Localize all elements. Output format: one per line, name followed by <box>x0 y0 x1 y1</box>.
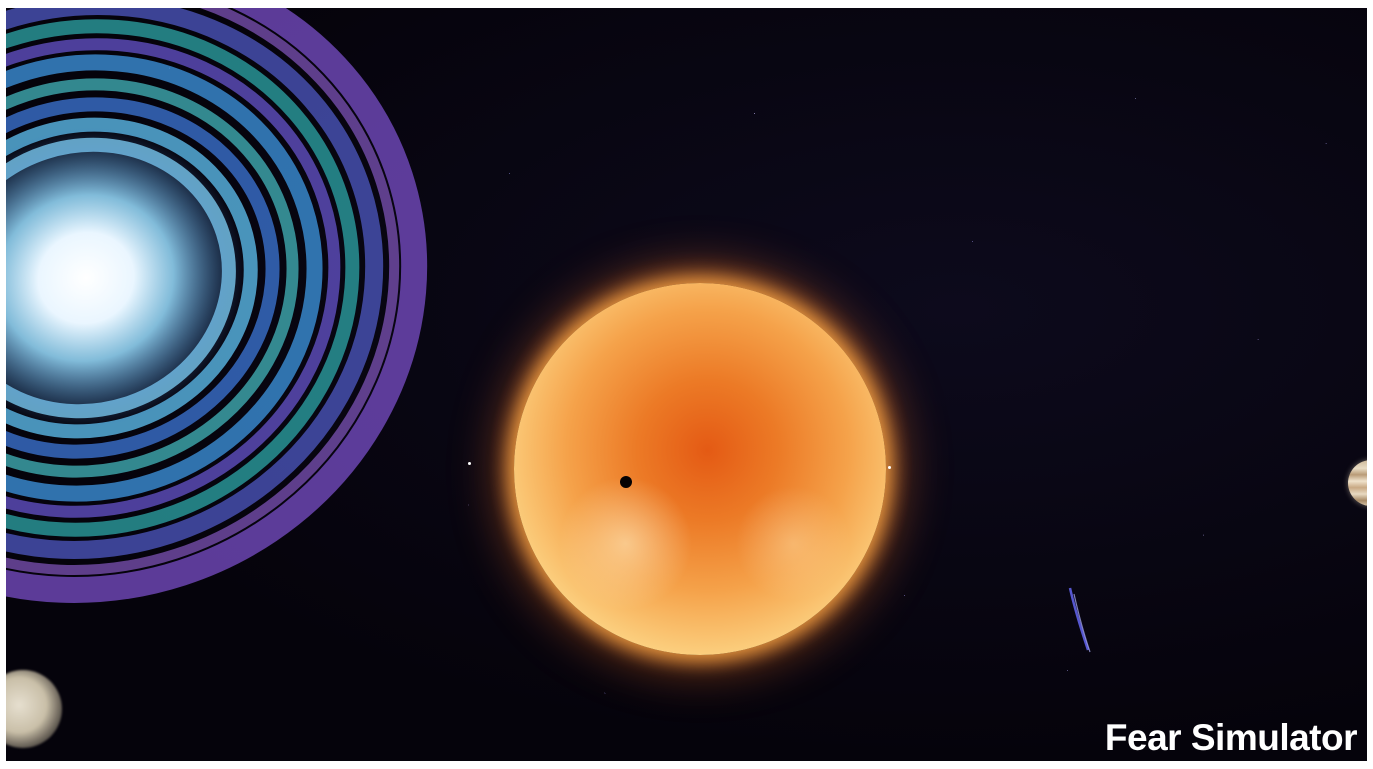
sun[interactable] <box>514 283 886 655</box>
gas-giant[interactable] <box>1348 460 1367 506</box>
comet-icon <box>1068 587 1091 653</box>
app-title: Fear Simulator <box>1104 717 1358 758</box>
small-star <box>468 462 471 465</box>
small-star <box>888 466 891 469</box>
spiral-galaxy[interactable] <box>6 8 436 668</box>
simulation-viewport[interactable]: Fear Simulator <box>6 8 1367 761</box>
transiting-planet[interactable] <box>620 476 632 488</box>
